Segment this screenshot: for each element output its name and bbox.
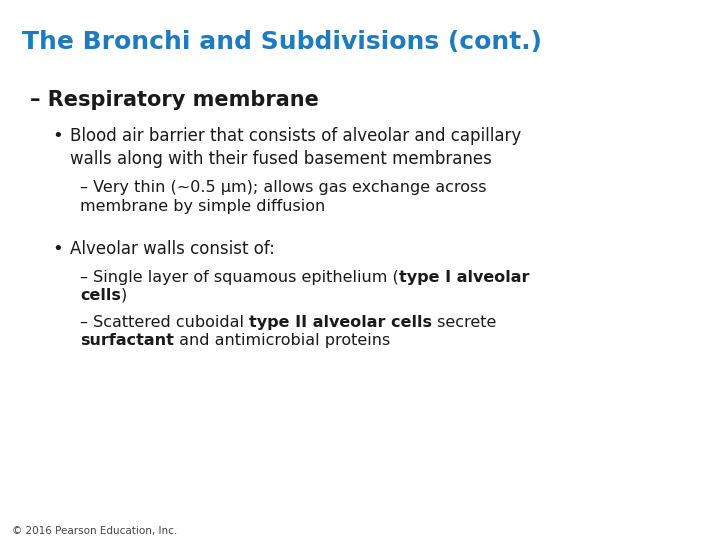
Text: © 2016 Pearson Education, Inc.: © 2016 Pearson Education, Inc.	[12, 526, 177, 536]
Text: – Scattered cuboidal: – Scattered cuboidal	[80, 315, 249, 330]
Text: type I alveolar: type I alveolar	[399, 270, 529, 285]
Text: The Bronchi and Subdivisions (cont.): The Bronchi and Subdivisions (cont.)	[22, 30, 542, 54]
Text: Alveolar walls consist of:: Alveolar walls consist of:	[70, 240, 275, 258]
Text: type II alveolar cells: type II alveolar cells	[249, 315, 432, 330]
Text: – Respiratory membrane: – Respiratory membrane	[30, 90, 319, 110]
Text: – Very thin (~0.5 μm); allows gas exchange across
membrane by simple diffusion: – Very thin (~0.5 μm); allows gas exchan…	[80, 180, 487, 214]
Text: •: •	[52, 127, 63, 145]
Text: secrete: secrete	[432, 315, 497, 330]
Text: – Single layer of squamous epithelium (: – Single layer of squamous epithelium (	[80, 270, 399, 285]
Text: ): )	[121, 288, 127, 303]
Text: and antimicrobial proteins: and antimicrobial proteins	[174, 333, 390, 348]
Text: surfactant: surfactant	[80, 333, 174, 348]
Text: Blood air barrier that consists of alveolar and capillary
walls along with their: Blood air barrier that consists of alveo…	[70, 127, 521, 168]
Text: •: •	[52, 240, 63, 258]
Text: cells: cells	[80, 288, 121, 303]
